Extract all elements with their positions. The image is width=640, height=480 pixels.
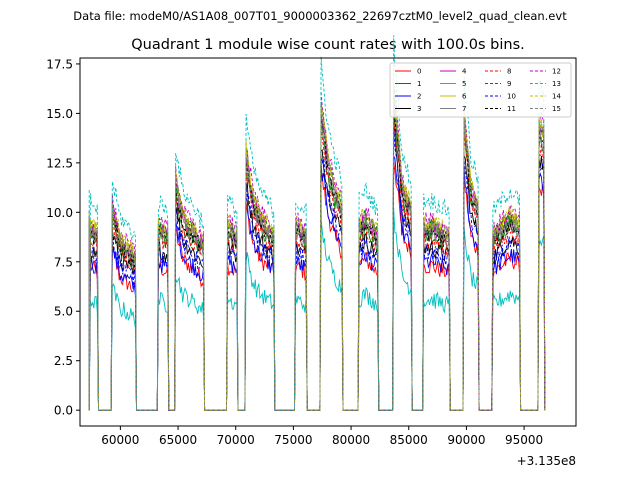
axes-frame [79,57,577,427]
legend-label-9: 9 [507,80,511,88]
legend-label-1: 1 [417,80,421,88]
y-tick-label: 10.0 [46,206,73,220]
legend-label-15: 15 [552,105,561,113]
x-tick-label: 90000 [447,433,485,447]
legend-label-7: 7 [462,105,466,113]
legend-label-0: 0 [417,68,421,76]
y-tick-label: 2.5 [54,354,73,368]
x-tick-label: 80000 [332,433,370,447]
legend-label-11: 11 [507,105,516,113]
y-tick-label: 12.5 [46,156,73,170]
x-tick-label: 95000 [505,433,543,447]
x-axis-offset-label: +3.135e8 [517,454,576,468]
legend-label-12: 12 [552,68,561,76]
y-tick-label: 17.5 [46,57,73,71]
figure-suptitle: Data file: modeM0/AS1A08_007T01_90000033… [73,9,567,23]
chart-title: Quadrant 1 module wise count rates with … [131,37,525,53]
x-axis: 60000 65000 70000 75000 80000 85000 90000 95000 [101,426,543,447]
legend-label-14: 14 [552,93,561,101]
x-tick-label: 65000 [159,433,197,447]
legend-label-4: 4 [462,68,467,76]
series-line-14 [88,77,546,411]
y-tick-label: 5.0 [54,305,73,319]
y-tick-label: 7.5 [54,255,73,269]
legend-label-8: 8 [507,68,511,76]
legend-label-2: 2 [417,93,421,101]
legend-label-5: 5 [462,80,466,88]
y-tick-label: 15.0 [46,107,73,121]
x-tick-label: 85000 [390,433,428,447]
x-tick-label: 75000 [274,433,312,447]
legend-label-10: 10 [507,93,516,101]
legend-label-13: 13 [552,80,561,88]
legend-label-6: 6 [462,93,467,101]
plot-lines [88,35,546,411]
x-tick-label: 60000 [101,433,139,447]
legend-box [389,62,572,118]
y-tick-label: 0.0 [54,404,73,418]
x-tick-label: 70000 [217,433,255,447]
y-axis: 0.0 2.5 5.0 7.5 10.0 12.5 15.0 17.5 [46,57,80,418]
legend-label-3: 3 [417,105,421,113]
series-line-15 [88,96,546,411]
